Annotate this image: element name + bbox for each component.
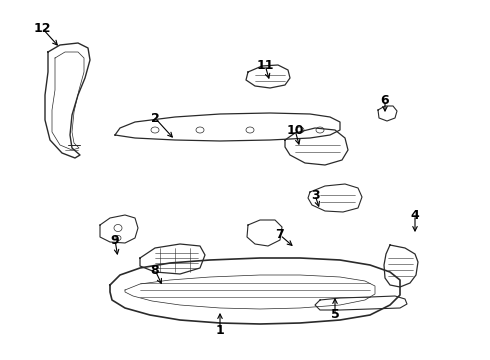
Text: 9: 9: [111, 234, 119, 247]
Text: 2: 2: [150, 112, 159, 125]
Text: 3: 3: [311, 189, 319, 202]
Text: 7: 7: [275, 229, 284, 242]
Text: 11: 11: [256, 59, 274, 72]
Text: 5: 5: [331, 309, 340, 321]
Text: 8: 8: [151, 264, 159, 276]
Text: 6: 6: [381, 94, 390, 107]
Text: 4: 4: [411, 208, 419, 221]
Text: 12: 12: [33, 22, 51, 35]
Text: 1: 1: [216, 324, 224, 337]
Text: 10: 10: [286, 123, 304, 136]
